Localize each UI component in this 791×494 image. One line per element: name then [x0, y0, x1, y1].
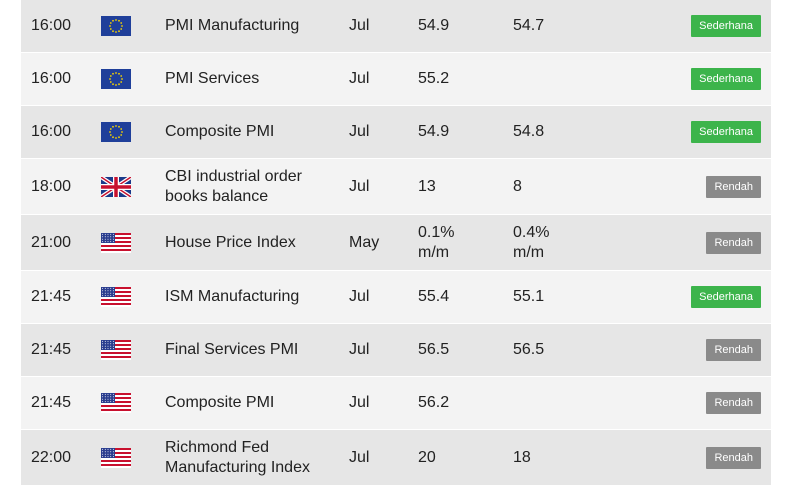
impact-cell: Sederhana: [671, 53, 761, 105]
time-cell: 21:00: [31, 233, 72, 251]
eu-flag-icon: [101, 16, 131, 36]
forecast-cell: [513, 377, 583, 429]
time-cell: 18:00: [31, 177, 72, 195]
impact-cell: Rendah: [671, 159, 761, 214]
table-row[interactable]: 21:45 Final Services PMI Jul 56.5 56.5 R…: [21, 324, 771, 377]
impact-cell: Rendah: [671, 324, 761, 376]
us-flag-icon: [101, 393, 131, 413]
actual-cell: 56.5: [418, 341, 450, 358]
forecast-cell: 55.1: [513, 288, 545, 305]
forecast-cell: 18: [513, 448, 531, 466]
impact-cell: Sederhana: [671, 0, 761, 52]
impact-badge[interactable]: Rendah: [706, 392, 761, 414]
actual-cell: 13: [418, 177, 436, 195]
impact-cell: Rendah: [671, 215, 761, 270]
time-cell: 21:45: [31, 394, 72, 411]
flag-cell: [101, 377, 135, 429]
forecast-cell: 8: [513, 177, 522, 195]
flag-cell: [101, 324, 135, 376]
impact-cell: Rendah: [671, 377, 761, 429]
actual-cell: 55.2: [418, 70, 450, 87]
actual-cell: 20: [418, 448, 436, 466]
actual-cell: 54.9: [418, 123, 450, 140]
eu-flag-icon: [101, 69, 131, 89]
flag-cell: [101, 106, 135, 158]
event-name-cell: CBI industrial order books balance: [165, 167, 302, 205]
period-cell: Jul: [349, 288, 370, 305]
period-cell: May: [349, 233, 380, 251]
event-name-cell: PMI Manufacturing: [165, 17, 300, 34]
flag-cell: [101, 430, 135, 485]
impact-badge[interactable]: Rendah: [706, 175, 761, 198]
period-cell: Jul: [349, 394, 370, 411]
actual-cell: 0.1% m/m: [418, 223, 455, 261]
us-flag-icon: [101, 232, 131, 253]
table-row[interactable]: 21:45 ISM Manufacturing Jul 55.4 55.1 Se…: [21, 271, 771, 324]
period-cell: Jul: [349, 17, 370, 34]
flag-cell: [101, 159, 135, 214]
uk-flag-icon: [101, 176, 131, 197]
table-row[interactable]: 16:00 Composite PMI Jul 54.9 54.8 Sederh…: [21, 106, 771, 159]
actual-cell: 55.4: [418, 288, 450, 305]
flag-cell: [101, 53, 135, 105]
time-cell: 21:45: [31, 288, 72, 305]
period-cell: Jul: [349, 177, 370, 195]
impact-badge[interactable]: Rendah: [706, 231, 761, 254]
impact-badge[interactable]: Sederhana: [691, 121, 761, 143]
eu-flag-icon: [101, 122, 131, 142]
us-flag-icon: [101, 340, 131, 360]
time-cell: 16:00: [31, 70, 72, 87]
time-cell: 21:45: [31, 341, 72, 358]
time-cell: 16:00: [31, 17, 72, 34]
impact-cell: Sederhana: [671, 271, 761, 323]
flag-cell: [101, 271, 135, 323]
impact-badge[interactable]: Rendah: [706, 446, 761, 469]
us-flag-icon: [101, 447, 131, 468]
forecast-cell: 54.7: [513, 17, 545, 34]
table-row[interactable]: 16:00 PMI Services Jul 55.2 Sederhana: [21, 53, 771, 106]
forecast-cell: 56.5: [513, 341, 545, 358]
flag-cell: [101, 0, 135, 52]
table-row[interactable]: 21:45 Composite PMI Jul 56.2 Rendah: [21, 377, 771, 430]
time-cell: 22:00: [31, 448, 72, 466]
event-name-cell: Composite PMI: [165, 394, 275, 411]
event-name-cell: House Price Index: [165, 233, 296, 251]
period-cell: Jul: [349, 123, 370, 140]
time-cell: 16:00: [31, 123, 72, 140]
event-name-cell: ISM Manufacturing: [165, 288, 300, 305]
flag-cell: [101, 215, 135, 270]
period-cell: Jul: [349, 70, 370, 87]
actual-cell: 56.2: [418, 394, 450, 411]
table-row[interactable]: 21:00 House Price Index May 0.1% m/m 0.4…: [21, 215, 771, 271]
period-cell: Jul: [349, 341, 370, 358]
table-row[interactable]: 18:00 CBI industrial order books balance…: [21, 159, 771, 215]
table-row[interactable]: 16:00 PMI Manufacturing Jul 54.9 54.7 Se…: [21, 0, 771, 53]
impact-badge[interactable]: Sederhana: [691, 68, 761, 90]
forecast-cell: [513, 53, 583, 105]
event-name-cell: Richmond Fed Manufacturing Index: [165, 438, 310, 476]
actual-cell: 54.9: [418, 17, 450, 34]
impact-cell: Sederhana: [671, 106, 761, 158]
us-flag-icon: [101, 287, 131, 307]
economic-calendar-table: 16:00 PMI Manufacturing Jul 54.9 54.7 Se…: [21, 0, 771, 486]
impact-cell: Rendah: [671, 430, 761, 485]
event-name-cell: Composite PMI: [165, 123, 275, 140]
forecast-cell: 0.4% m/m: [513, 223, 550, 261]
impact-badge[interactable]: Sederhana: [691, 286, 761, 308]
event-name-cell: Final Services PMI: [165, 341, 299, 358]
event-name-cell: PMI Services: [165, 70, 260, 87]
table-row[interactable]: 22:00 Richmond Fed Manufacturing Index J…: [21, 430, 771, 486]
period-cell: Jul: [349, 448, 370, 466]
impact-badge[interactable]: Rendah: [706, 339, 761, 361]
forecast-cell: 54.8: [513, 123, 545, 140]
impact-badge[interactable]: Sederhana: [691, 15, 761, 37]
